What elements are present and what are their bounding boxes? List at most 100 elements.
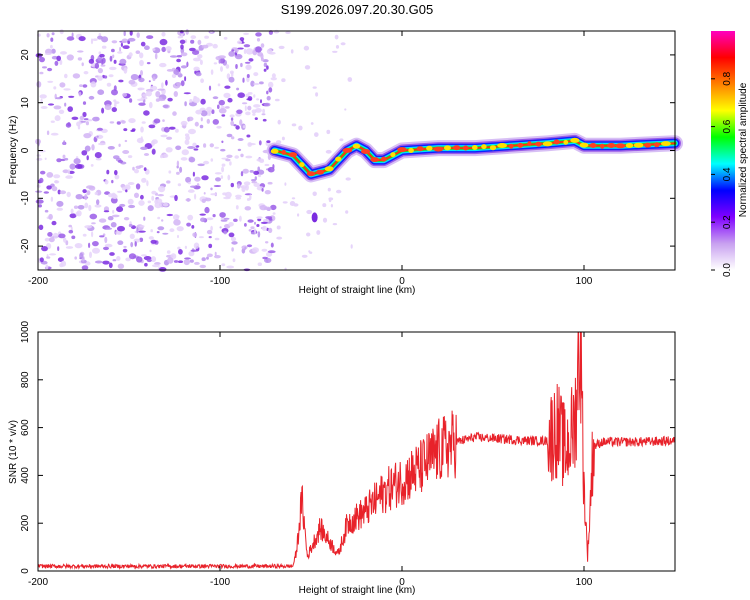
noise-speckle [233, 218, 238, 222]
noise-speckle [83, 133, 92, 139]
noise-speckle [282, 201, 288, 204]
noise-speckle [327, 187, 331, 192]
noise-speckle [208, 85, 212, 91]
noise-speckle [249, 170, 254, 173]
noise-speckle [47, 103, 55, 106]
noise-speckle [253, 104, 261, 108]
noise-speckle [265, 241, 269, 244]
noise-speckle [220, 66, 223, 72]
noise-speckle [314, 132, 319, 138]
noise-speckle [117, 263, 125, 269]
snr-y-label: SNR (10 * v/v) [8, 420, 19, 484]
noise-speckle [231, 71, 234, 78]
noise-speckle [99, 235, 105, 238]
noise-speckle [210, 158, 214, 162]
noise-speckle [312, 86, 317, 89]
noise-speckle [147, 205, 154, 212]
noise-speckle [51, 220, 57, 226]
ridge-blob [542, 141, 553, 147]
noise-speckle [40, 98, 43, 103]
noise-speckle [254, 117, 258, 120]
noise-speckle [51, 186, 58, 192]
noise-speckle [79, 84, 83, 87]
ridge-blob [370, 157, 380, 163]
noise-speckle [197, 54, 203, 59]
ridge-blob [397, 147, 407, 153]
noise-speckle [263, 62, 268, 68]
noise-speckle [186, 61, 189, 68]
noise-speckle [140, 126, 144, 133]
noise-speckle [173, 219, 181, 226]
noise-speckle [122, 248, 128, 253]
noise-speckle [229, 114, 235, 118]
noise-speckle [94, 62, 100, 69]
snr-y-tick-label: 800 [20, 371, 31, 388]
noise-speckle [94, 152, 102, 159]
noise-speckle [189, 99, 193, 103]
noise-speckle [310, 122, 314, 125]
noise-speckle [257, 218, 262, 222]
noise-speckle [88, 242, 91, 248]
noise-speckle [118, 143, 121, 147]
noise-speckle [128, 253, 137, 260]
noise-speckle [38, 224, 44, 230]
noise-speckle [139, 225, 145, 228]
noise-speckle [150, 239, 157, 244]
noise-speckle [72, 73, 81, 79]
noise-speckle [45, 264, 49, 270]
noise-speckle [187, 189, 195, 193]
ridge-blob [306, 171, 316, 177]
noise-speckle [180, 44, 184, 50]
noise-speckle [183, 258, 190, 266]
spectrogram-x-tick-label: 0 [399, 276, 405, 287]
noise-speckle [271, 73, 276, 78]
snr-frame [37, 331, 676, 572]
noise-speckle [193, 148, 199, 151]
noise-speckle [195, 109, 203, 115]
noise-speckle [46, 33, 50, 38]
snr-x-tick-label: -200 [28, 577, 48, 588]
snr-y-tick-label: 1000 [20, 320, 31, 343]
noise-speckle [227, 174, 231, 181]
noise-speckle [104, 104, 112, 111]
noise-speckle [221, 263, 226, 267]
noise-speckle [228, 51, 236, 57]
noise-speckle [159, 38, 168, 46]
noise-speckle [214, 251, 217, 256]
noise-speckle [176, 55, 182, 58]
colorbar-tick-label: 0.0 [722, 263, 733, 277]
noise-speckle [117, 159, 124, 163]
noise-speckle [328, 197, 332, 203]
noise-speckle [345, 210, 349, 214]
noise-speckle [163, 153, 169, 158]
noise-speckle [200, 217, 206, 223]
noise-speckle [87, 119, 93, 122]
noise-speckle [161, 82, 164, 89]
noise-speckle [258, 140, 262, 146]
noise-speckle [98, 218, 107, 223]
noise-speckle [276, 236, 283, 240]
noise-speckle [65, 122, 72, 128]
noise-speckle [146, 62, 151, 65]
ridge-blob [625, 143, 634, 148]
ridge-blob [653, 142, 660, 148]
ridge-blob [553, 139, 560, 145]
noise-speckle [184, 257, 191, 260]
noise-speckle [188, 251, 195, 257]
noise-speckle [325, 149, 332, 154]
noise-speckle [268, 227, 273, 233]
noise-speckle [151, 148, 156, 155]
noise-speckle [54, 60, 59, 66]
noise-speckle [99, 53, 105, 58]
noise-speckle [180, 52, 188, 57]
ridge-blob [579, 142, 589, 148]
noise-speckle [167, 257, 174, 264]
noise-speckle [210, 193, 217, 196]
noise-speckle [53, 105, 62, 110]
snr-x-label: Height of straight line (km) [299, 585, 416, 596]
noise-speckle [51, 32, 55, 36]
ridge-blob [508, 143, 514, 149]
noise-speckle [128, 52, 133, 57]
noise-speckle [193, 242, 200, 249]
snr-series-line [37, 331, 676, 570]
